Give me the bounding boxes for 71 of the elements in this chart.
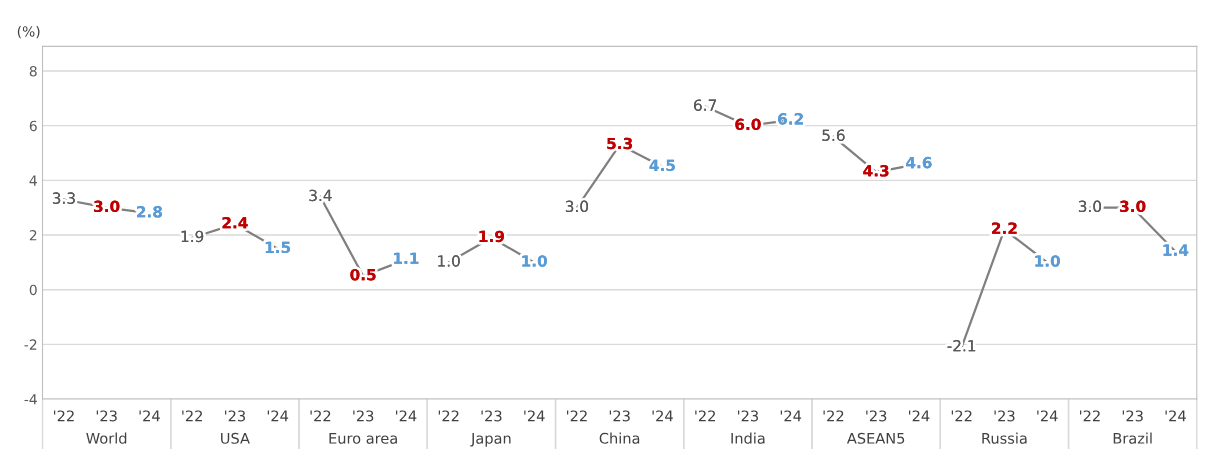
data-label: 4.3 (863, 165, 889, 177)
x-tick-label: '23 (609, 410, 630, 422)
x-tick-label: '22 (567, 410, 587, 422)
y-tick-label: 0 (29, 284, 37, 296)
data-label: 6.2 (778, 113, 803, 125)
x-tick-label: '24 (909, 410, 930, 422)
x-tick-label: '23 (96, 410, 117, 422)
data-label: 1.5 (265, 241, 291, 254)
data-label: 4.6 (906, 156, 932, 169)
data-label: 2.4 (222, 216, 248, 229)
data-label: 1.1 (394, 252, 419, 264)
x-tick-label: '22 (438, 410, 459, 422)
y-tick-label: 4 (29, 175, 37, 186)
x-tick-label: '22 (695, 410, 715, 422)
x-tick-label: '23 (1122, 410, 1143, 422)
data-label: 3.0 (1120, 200, 1146, 213)
y-tick-label: -2 (24, 339, 37, 350)
x-tick-label: '24 (652, 410, 673, 422)
data-label: 5.3 (607, 137, 632, 150)
data-label: 6.0 (735, 118, 761, 131)
data-label: 3.4 (309, 189, 332, 202)
data-label: 6.7 (694, 99, 716, 111)
text: ASEAN5 (846, 432, 905, 444)
data-label: 3.0 (1078, 200, 1102, 213)
data-label: 3.0 (94, 200, 120, 213)
y-tick-label: 2 (29, 229, 37, 241)
data-label: 3.3 (52, 192, 75, 204)
data-label: 2.8 (137, 206, 162, 218)
text: Brazil (1113, 432, 1152, 444)
x-tick-label: '24 (780, 410, 802, 422)
data-label: 3.0 (565, 200, 589, 213)
x-tick-label: '24 (524, 410, 545, 422)
text: World (86, 432, 127, 444)
x-tick-label: '24 (1037, 410, 1058, 422)
data-label: 2.2 (992, 222, 1017, 234)
data-label: 0.5 (350, 268, 376, 281)
text: Japan (470, 432, 511, 447)
y-tick-label: 8 (29, 65, 37, 77)
data-label: 5.6 (822, 129, 845, 142)
x-tick-label: '24 (1165, 410, 1186, 422)
x-tick-label: '24 (267, 410, 289, 422)
y-tick-label: 6 (29, 120, 37, 132)
x-tick-label: '22 (1080, 410, 1100, 422)
x-tick-label: '23 (353, 410, 374, 422)
text: Euro area (329, 432, 397, 444)
text: India (731, 432, 765, 444)
y-axis-title: (%) (17, 25, 40, 39)
data-label: 1.4 (1163, 244, 1189, 256)
data-label: 1.9 (181, 230, 204, 243)
x-tick-label: '22 (951, 410, 972, 422)
x-tick-label: '22 (182, 410, 202, 422)
x-tick-label: '24 (139, 410, 160, 422)
text: USA (221, 432, 250, 444)
x-tick-label: '24 (396, 410, 417, 422)
data-label: -2.1 (947, 339, 976, 352)
x-tick-label: '23 (994, 410, 1015, 422)
x-tick-label: '23 (481, 410, 502, 422)
data-label: 1.0 (1035, 255, 1060, 267)
data-label: 4.5 (649, 159, 675, 172)
x-tick-label: '23 (738, 410, 759, 422)
x-tick-label: '23 (225, 410, 246, 422)
x-tick-label: '22 (823, 410, 844, 422)
x-tick-label: '22 (54, 410, 74, 422)
text: Russia (982, 432, 1027, 444)
data-label: 1.0 (522, 255, 547, 267)
data-label: 1.0 (438, 255, 460, 267)
data-label: 1.9 (479, 230, 504, 243)
text: China (599, 432, 640, 444)
x-tick-label: '22 (310, 410, 331, 422)
y-tick-label: -4 (24, 394, 37, 405)
x-tick-label: '23 (866, 410, 887, 422)
